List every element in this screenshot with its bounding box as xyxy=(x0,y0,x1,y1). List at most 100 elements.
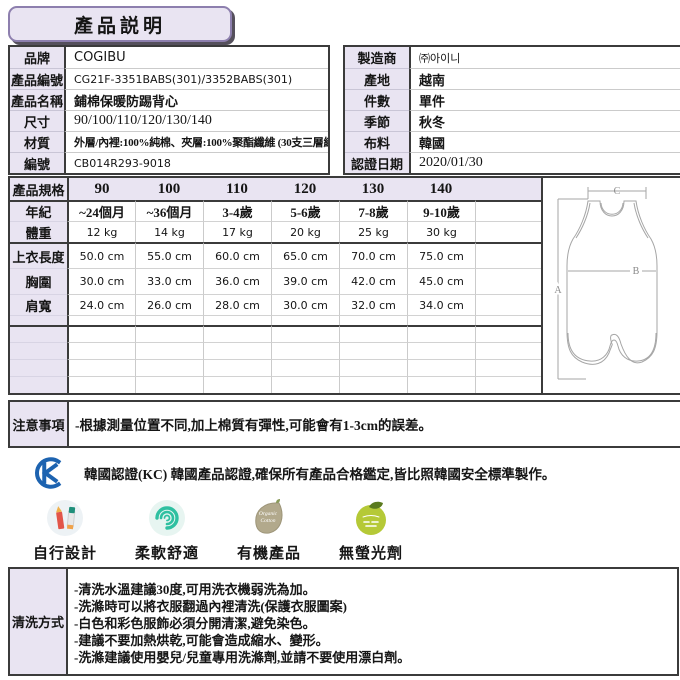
empty-cell xyxy=(10,359,67,376)
empty-cell xyxy=(10,342,67,359)
material-value: 外層/內裡:100%純棉、夾層:100%聚酯纖維 (30支三層織) xyxy=(64,131,328,152)
feature-label: 自行設計 xyxy=(32,546,97,562)
empty-cell xyxy=(67,315,135,325)
info-label: 產地 xyxy=(345,68,409,89)
size-col-header: 140 xyxy=(407,178,475,200)
empty-cell xyxy=(339,325,407,342)
empty-cell xyxy=(203,376,271,393)
feature-label: 有機產品 xyxy=(236,546,301,562)
brand-value: COGIBU xyxy=(64,47,328,68)
spec-corner-label: 產品規格 xyxy=(10,178,67,200)
kc-certification-text: 韓國認證(KC) 韓國產品認證,確保所有產品合格鑑定,皆比照韓國安全標準製作。 xyxy=(84,467,556,482)
spec-cell: 39.0 cm xyxy=(271,268,339,294)
empty-cell xyxy=(407,315,475,325)
cert-date-value: 2020/01/30 xyxy=(409,152,680,173)
empty-cell xyxy=(203,342,271,359)
empty-cell xyxy=(475,242,541,268)
washing-line: -洗滌建議使用嬰兒/兒童專用洗滌劑,並請不要使用漂白劑。 xyxy=(74,650,411,665)
empty-cell xyxy=(135,342,203,359)
empty-cell xyxy=(339,359,407,376)
dim-label-b: B xyxy=(632,266,639,277)
feature-organic: Organic Cotton 有機產品 xyxy=(218,498,320,563)
washing-line: -清洗水溫建議30度,可用洗衣機弱洗為加。 xyxy=(74,582,316,597)
empty-cell xyxy=(67,376,135,393)
empty-cell xyxy=(135,359,203,376)
empty-cell xyxy=(339,342,407,359)
spec-cell: 50.0 cm xyxy=(67,242,135,268)
spec-cell: 25 kg xyxy=(339,221,407,242)
info-label: 品牌 xyxy=(10,47,64,68)
info-label: 材質 xyxy=(10,131,64,152)
notes-table: 注意事項 -根據測量位置不同,加上棉質有彈性,可能會有1-3cm的誤差。 xyxy=(8,400,680,448)
spec-cell: 70.0 cm xyxy=(339,242,407,268)
empty-cell xyxy=(271,315,339,325)
info-label: 製造商 xyxy=(345,47,409,68)
empty-cell xyxy=(67,325,135,342)
empty-cell xyxy=(475,359,541,376)
spec-cell: 75.0 cm xyxy=(407,242,475,268)
badge-text: Cotton xyxy=(261,518,276,524)
empty-cell xyxy=(135,376,203,393)
empty-cell xyxy=(10,325,67,342)
empty-cell xyxy=(475,200,541,221)
spec-cell: 20 kg xyxy=(271,221,339,242)
organic-cotton-badge-icon: Organic Cotton xyxy=(255,499,283,534)
origin-value: 越南 xyxy=(409,68,680,89)
dim-label-a: A xyxy=(554,285,562,296)
empty-cell xyxy=(271,325,339,342)
empty-cell xyxy=(135,315,203,325)
empty-cell xyxy=(203,325,271,342)
size-col-header: 120 xyxy=(271,178,339,200)
spec-cell: 65.0 cm xyxy=(271,242,339,268)
info-label: 季節 xyxy=(345,110,409,131)
info-label: 件數 xyxy=(345,89,409,110)
fabric-value: 韓國 xyxy=(409,131,680,152)
size-spec-table: 產品規格 90 100 110 120 130 140 年紀 ~24個月 ~36… xyxy=(8,176,680,395)
feature-self-design: 自行設計 xyxy=(14,498,116,563)
size-col-header: 100 xyxy=(135,178,203,200)
washing-instructions: -清洗水溫建議30度,可用洗衣機弱洗為加。 -洗滌時可以將衣服翻過內裡清洗(保護… xyxy=(66,569,677,674)
spec-cell: 45.0 cm xyxy=(407,268,475,294)
spec-cell: 26.0 cm xyxy=(135,294,203,315)
spec-cell: ~36個月 xyxy=(135,200,203,221)
spec-cell: 34.0 cm xyxy=(407,294,475,315)
empty-cell xyxy=(475,268,541,294)
empty-cell xyxy=(475,221,541,242)
kc-mark-icon xyxy=(35,457,62,489)
size-col-header: 110 xyxy=(203,178,271,200)
vest-diagram-cell: C A B xyxy=(541,178,680,393)
empty-cell xyxy=(203,359,271,376)
empty-cell xyxy=(271,342,339,359)
empty-cell xyxy=(10,315,67,325)
spec-cell: 3-4歲 xyxy=(203,200,271,221)
spec-cell: 55.0 cm xyxy=(135,242,203,268)
feature-no-fluorescent: 無螢光劑 xyxy=(320,498,422,563)
washing-label: 清洗方式 xyxy=(10,569,66,674)
product-info-table: 品牌 COGIBU 產品編號 CG21F-3351BABS(301)/3352B… xyxy=(8,45,330,175)
spec-row-label: 年紀 xyxy=(10,200,67,221)
feature-soft-comfort: 柔軟舒適 xyxy=(116,498,218,563)
empty-cell xyxy=(67,359,135,376)
size-col-header: 130 xyxy=(339,178,407,200)
empty-cell xyxy=(271,376,339,393)
empty-cell xyxy=(407,342,475,359)
spec-cell: 17 kg xyxy=(203,221,271,242)
info-label: 認證日期 xyxy=(345,152,409,173)
kc-certification-row: 韓國認證(KC) 韓國產品認證,確保所有產品合格鑑定,皆比照韓國安全標準製作。 xyxy=(30,452,670,494)
empty-cell xyxy=(407,376,475,393)
spec-cell: 5-6歲 xyxy=(271,200,339,221)
notes-label: 注意事項 xyxy=(10,402,67,446)
spec-cell: 42.0 cm xyxy=(339,268,407,294)
product-name-value: 鋪棉保暖防踢背心 xyxy=(64,89,328,110)
spec-cell: 36.0 cm xyxy=(203,268,271,294)
empty-cell xyxy=(475,315,541,325)
manufacturer-value: ㈜아이니 xyxy=(409,47,680,68)
info-label: 尺寸 xyxy=(10,110,64,131)
empty-cell xyxy=(475,342,541,359)
vest-line-drawing-icon: C A B xyxy=(552,186,657,379)
spec-cell: 28.0 cm xyxy=(203,294,271,315)
empty-cell xyxy=(475,294,541,315)
feature-label: 柔軟舒適 xyxy=(134,546,199,562)
spec-cell: 7-8歲 xyxy=(339,200,407,221)
size-value: 90/100/110/120/130/140 xyxy=(64,110,328,131)
